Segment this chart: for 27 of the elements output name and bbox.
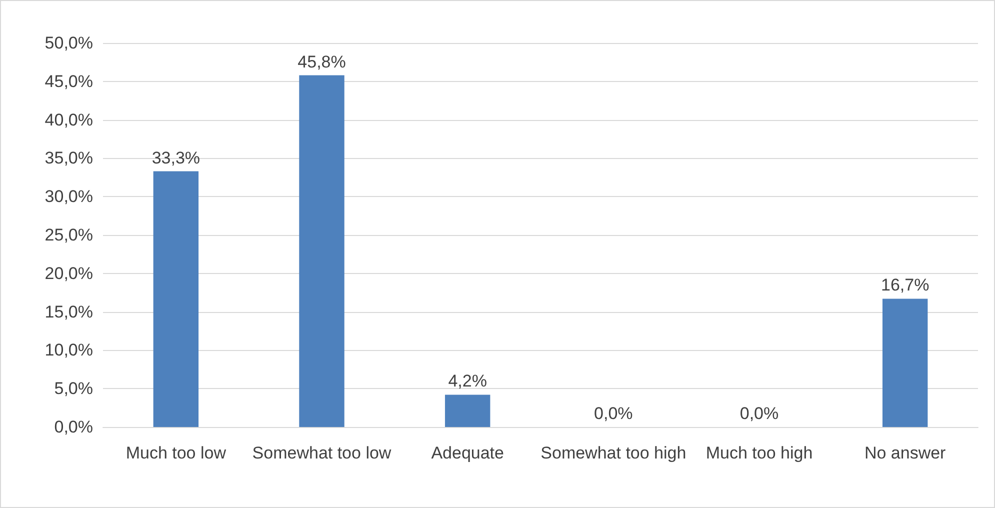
data-label: 0,0% — [740, 404, 779, 423]
data-label: 45,8% — [298, 52, 346, 72]
x-tick-label: No answer — [864, 444, 946, 462]
x-tick-label: Somewhat too high — [540, 444, 686, 462]
x-tick-label: Somewhat too low — [252, 444, 392, 462]
y-tick-label: 45,0% — [44, 72, 93, 91]
bar — [882, 298, 928, 427]
y-tick-label: 20,0% — [44, 264, 93, 283]
bar — [444, 394, 490, 427]
y-tick-label: 40,0% — [44, 110, 93, 130]
y-tick-label: 35,0% — [44, 148, 93, 168]
y-tick-label: 15,0% — [44, 302, 93, 322]
y-tick-label: 0,0% — [54, 418, 93, 436]
data-label: 33,3% — [152, 148, 200, 168]
y-tick-label: 50,0% — [44, 34, 93, 52]
x-tick-label: Adequate — [431, 444, 504, 462]
data-label: 0,0% — [594, 404, 633, 423]
x-tick-label: Much too low — [126, 444, 227, 462]
y-tick-label: 30,0% — [44, 187, 93, 206]
y-tick-label: 10,0% — [44, 340, 93, 360]
data-label: 4,2% — [448, 372, 487, 391]
y-tick-label: 5,0% — [54, 379, 93, 398]
data-label: 16,7% — [880, 276, 930, 295]
bar — [299, 75, 344, 427]
bar — [153, 171, 199, 427]
x-tick-label: Much too high — [706, 444, 813, 462]
y-tick-label: 25,0% — [44, 226, 93, 244]
